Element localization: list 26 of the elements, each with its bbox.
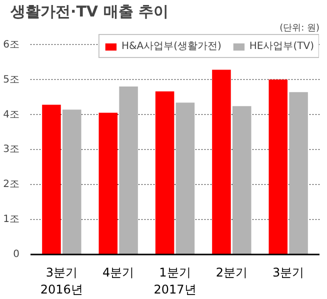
legend-label: H&A사업부(생활가전) — [121, 40, 222, 53]
bar — [62, 110, 82, 254]
y-tick-label: 6조 — [3, 39, 20, 50]
chart-title: 생활가전·TV 매출 추이 — [10, 2, 168, 20]
bar — [268, 80, 288, 254]
bar — [42, 104, 61, 254]
chart-subtitle: (단위: 원) — [280, 24, 320, 34]
y-tick-label: 2조 — [3, 179, 20, 190]
bar — [98, 112, 118, 254]
x-tick-label: 4분기 — [102, 266, 134, 280]
bar — [232, 106, 252, 254]
bar — [212, 70, 231, 254]
x-tick-label: 1분기 2017년 — [154, 266, 196, 296]
x-tick-label: 2분기 — [216, 266, 248, 280]
x-tick-label: 3분기 2016년 — [40, 266, 83, 296]
y-tick-label: 0 — [13, 249, 20, 260]
y-tick-label: 5조 — [3, 74, 20, 86]
bar — [176, 102, 195, 254]
bar — [289, 92, 308, 254]
x-tick-label: 3분기 — [272, 266, 304, 280]
y-tick-label: 3조 — [3, 144, 20, 156]
y-tick-label: 1조 — [3, 214, 20, 226]
legend-label: HE사업부(TV) — [249, 40, 314, 53]
bar — [119, 86, 138, 254]
y-tick-label: 4조 — [3, 109, 20, 120]
bar — [155, 91, 174, 254]
